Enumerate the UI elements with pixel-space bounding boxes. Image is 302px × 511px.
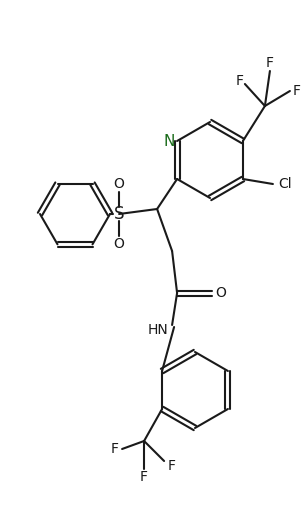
Text: O: O (114, 237, 124, 251)
Text: F: F (111, 442, 119, 456)
Text: F: F (168, 459, 176, 473)
Text: F: F (266, 56, 274, 70)
Text: O: O (216, 286, 226, 300)
Text: Cl: Cl (278, 177, 291, 191)
Text: O: O (114, 177, 124, 191)
Text: N: N (164, 133, 175, 149)
Text: F: F (293, 84, 301, 98)
Text: S: S (114, 205, 124, 223)
Text: F: F (140, 470, 148, 484)
Text: F: F (236, 74, 244, 88)
Text: HN: HN (148, 323, 169, 337)
